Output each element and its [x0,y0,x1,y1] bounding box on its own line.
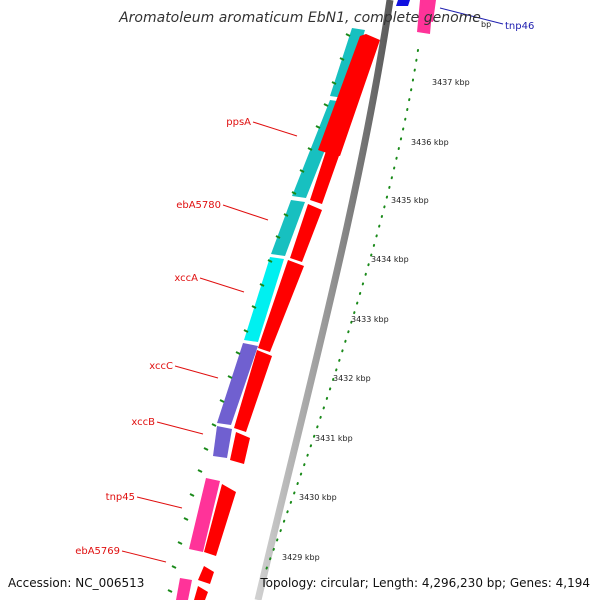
cds-arrow-3 [290,204,322,262]
cds-arrow-1 [318,34,380,156]
gene-label-ebA5780[interactable]: ebA5780 [176,200,221,211]
gene-label-xccC[interactable]: xccC [149,361,173,372]
tick-label-3433: 3433 kbp [351,315,389,324]
cds-arrow-8 [198,566,214,584]
tick-label-3430: 3430 kbp [299,493,337,502]
gene-label-ppsA[interactable]: ppsA [226,117,251,128]
tick-label-3431: 3431 kbp [315,434,353,443]
strand-markers [167,33,351,593]
edge-label-line [439,7,504,25]
cog-block-ebA5780 [271,200,305,256]
cog-block-xccA [244,257,284,342]
gene-label-tnp46[interactable]: tnp46 [505,21,534,32]
tick-label-3435: 3435 kbp [391,196,429,205]
cog-block-top-blue [396,0,410,6]
cds-arrow-top [420,0,436,22]
tick-label-3432: 3432 kbp [333,374,371,383]
tick-label-3434: 3434 kbp [371,255,409,264]
cog-block-xccB [213,426,232,458]
tick-label-group: bp 3437 kbp 3436 kbp 3435 kbp 3434 kbp 3… [282,20,491,562]
cds-arrow-4 [258,260,304,352]
tick-label-3437: 3437 kbp [432,78,470,87]
genome-backbone [254,0,394,600]
accession-text: Accession: NC_006513 [8,576,145,590]
tick-label-3429: 3429 kbp [282,553,320,562]
cog-blocks [176,0,433,600]
tick-dots [265,49,419,571]
cds-arrow-2 [310,96,358,204]
cds-arrow-9 [194,586,208,600]
cog-block-xccC [217,343,258,425]
map-title: Aromatoleum aromaticum EbN1, complete ge… [119,10,481,26]
cog-block-tnp45 [189,478,220,552]
gene-label-xccA[interactable]: xccA [174,273,198,284]
cog-block-ppsA [330,28,365,98]
tick-label-partial: bp [481,20,491,29]
cds-arrow-7 [204,484,236,556]
cds-arrow-5 [234,350,272,432]
gene-label-ebA5769[interactable]: ebA5769 [75,546,120,557]
cds-arrows [194,0,436,600]
leader-lines [121,121,298,563]
cds-arrow-6 [230,432,250,464]
gene-label-tnp45[interactable]: tnp45 [106,492,135,503]
tick-label-3436: 3436 kbp [411,138,449,147]
gene-label-xccB[interactable]: xccB [131,417,155,428]
cog-block-ebA5769 [176,578,192,600]
summary-text: Topology: circular; Length: 4,296,230 bp… [260,576,590,590]
